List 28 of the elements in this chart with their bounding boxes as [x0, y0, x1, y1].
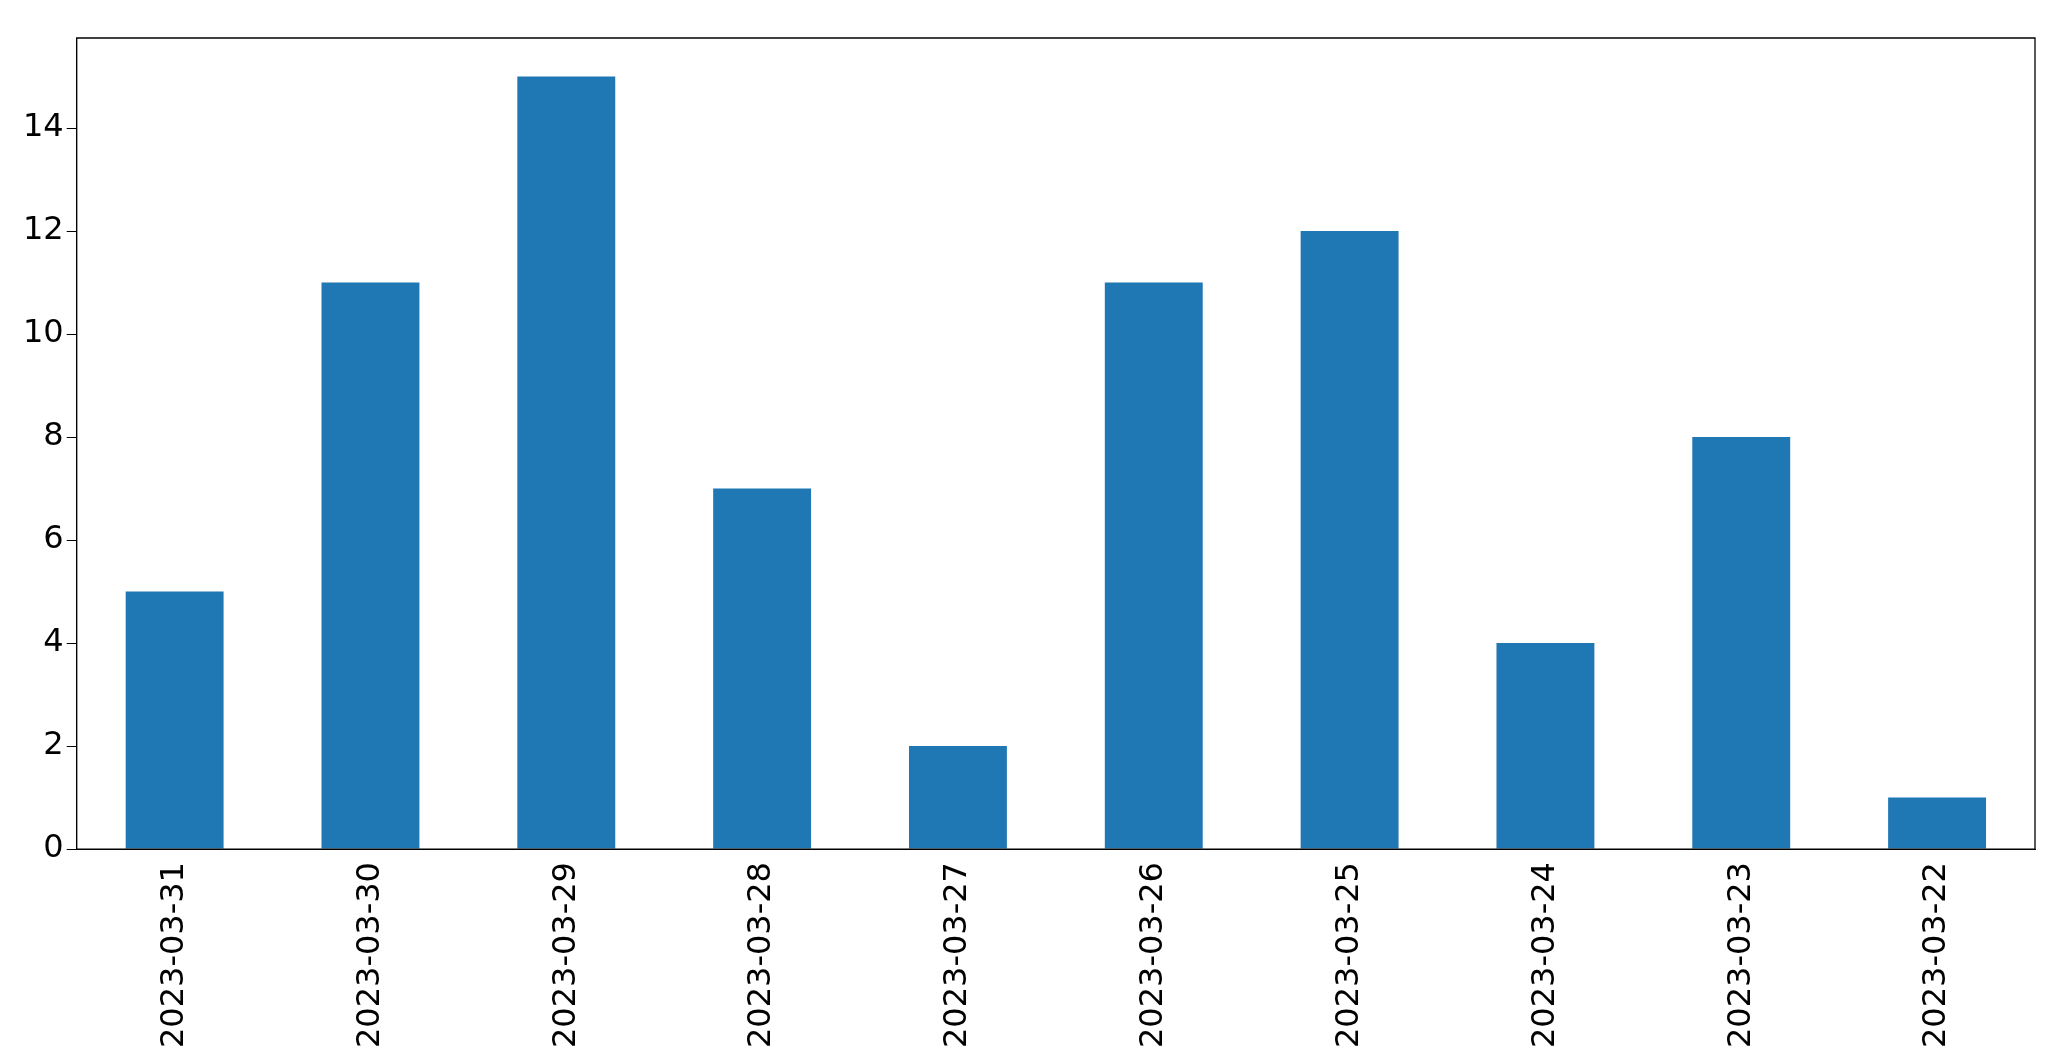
- y-tick-label: 10: [23, 312, 64, 351]
- bar: [1300, 231, 1399, 849]
- y-tick-label: 8: [43, 415, 64, 454]
- y-tick-label: 2: [43, 724, 64, 763]
- x-tick-label: 2023-03-28: [740, 862, 779, 1048]
- x-tick-label: 2023-03-23: [1719, 862, 1758, 1048]
- bar: [1888, 797, 1987, 849]
- bar: [125, 591, 224, 849]
- x-tick-label: 2023-03-22: [1915, 862, 1954, 1048]
- y-tick-label: 12: [23, 209, 64, 248]
- bar: [321, 282, 420, 849]
- x-tick-label: 2023-03-24: [1523, 862, 1562, 1048]
- x-tick-label: 2023-03-30: [348, 862, 387, 1048]
- y-tick-label: 4: [43, 621, 64, 660]
- y-tick-label: 6: [43, 518, 64, 557]
- x-tick-label: 2023-03-26: [1132, 862, 1171, 1048]
- y-tick-label: 14: [23, 106, 64, 145]
- bar: [517, 76, 616, 849]
- x-tick-label: 2023-03-31: [152, 862, 191, 1048]
- bar: [908, 746, 1007, 849]
- x-tick-label: 2023-03-29: [544, 862, 583, 1048]
- bar: [713, 488, 812, 849]
- x-tick-label: 2023-03-25: [1327, 862, 1366, 1048]
- bar: [1692, 437, 1791, 849]
- bar: [1104, 282, 1203, 849]
- y-tick-label: 0: [43, 827, 64, 866]
- bar: [1496, 643, 1595, 849]
- x-tick-label: 2023-03-27: [936, 862, 975, 1048]
